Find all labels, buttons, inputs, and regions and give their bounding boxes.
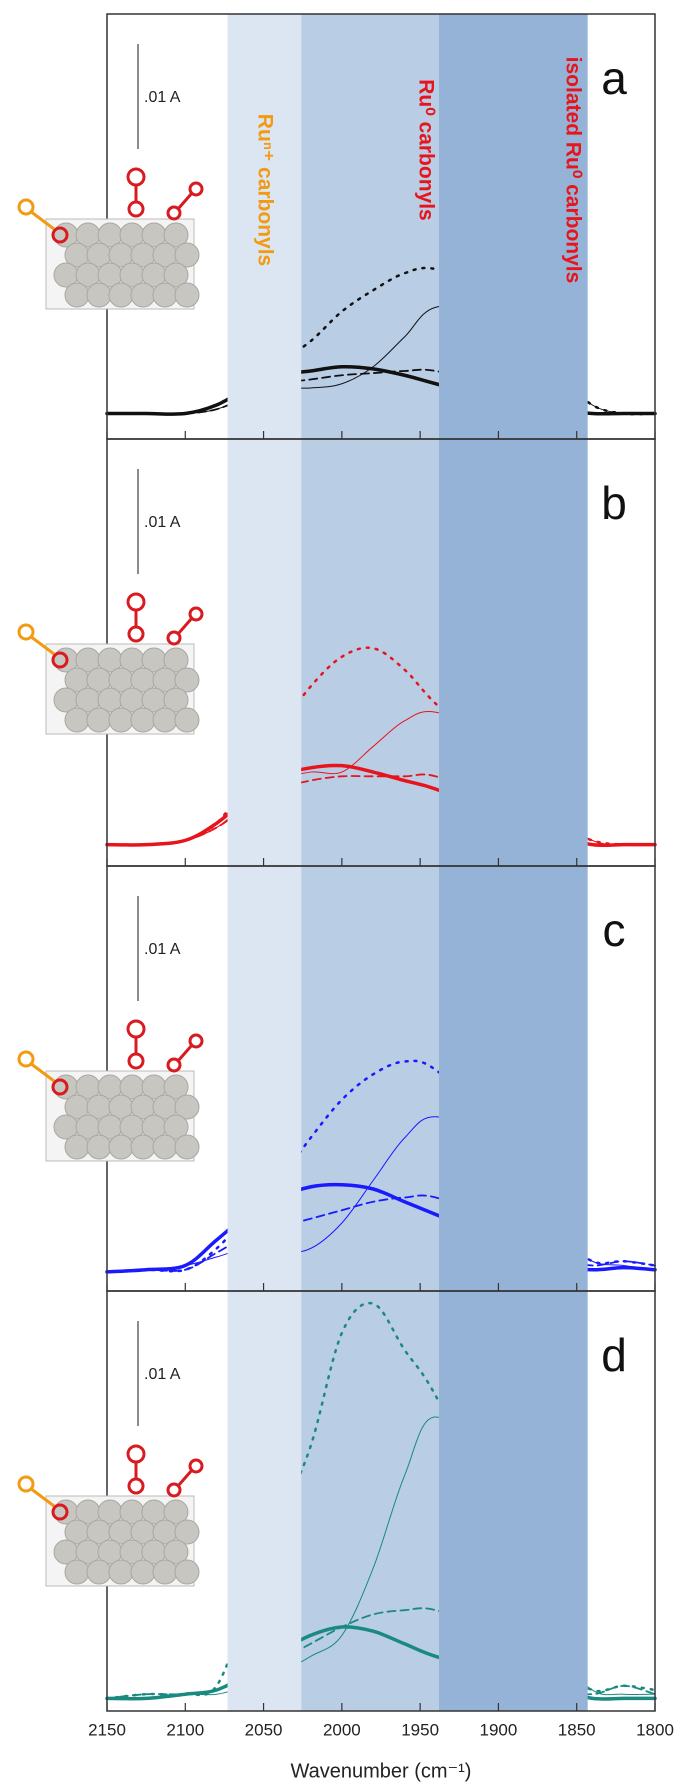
co-atom <box>51 1078 69 1096</box>
atom <box>108 1134 134 1160</box>
atom <box>64 1559 90 1585</box>
co-atom <box>126 592 146 612</box>
atom <box>108 282 134 308</box>
co-atom <box>17 1050 35 1068</box>
co-atom <box>17 623 35 641</box>
co-atom <box>127 200 145 218</box>
band <box>227 14 302 1711</box>
atom <box>174 1134 200 1160</box>
atom <box>152 1559 178 1585</box>
co-atom <box>126 167 146 187</box>
spectrum-line <box>105 1301 657 1700</box>
band-label: isolated Ru⁰ carbonyls <box>561 57 584 284</box>
atom <box>152 282 178 308</box>
scale-bar-label: .01 A <box>144 89 181 106</box>
atom <box>174 1094 200 1120</box>
x-tick-label: 2100 <box>166 1720 204 1739</box>
co-atom <box>51 1503 69 1521</box>
co-atom <box>127 625 145 643</box>
band-label: Ruⁿ⁺ carbonyls <box>253 114 276 266</box>
panel-label: d <box>601 1329 627 1381</box>
co-atom <box>166 630 182 646</box>
co-atom <box>51 651 69 669</box>
co-atom <box>166 1482 182 1498</box>
atom <box>108 707 134 733</box>
atom <box>163 647 189 673</box>
atom <box>130 1559 156 1585</box>
atom <box>64 282 90 308</box>
atom <box>163 1114 189 1140</box>
atom <box>152 1134 178 1160</box>
atom <box>86 1559 112 1585</box>
band-label: Ru⁰ carbonyls <box>414 79 437 220</box>
x-tick-label: 2150 <box>88 1720 126 1739</box>
co-atom <box>166 205 182 221</box>
particle-icon <box>17 1019 204 1162</box>
x-tick-label: 1950 <box>401 1720 439 1739</box>
co-atom <box>188 606 204 622</box>
x-tick-label: 2050 <box>245 1720 283 1739</box>
atom <box>86 282 112 308</box>
co-bond <box>29 1061 55 1083</box>
scale-bar-label: .01 A <box>144 941 181 958</box>
atom <box>86 1134 112 1160</box>
co-atom <box>127 1052 145 1070</box>
atom <box>174 1559 200 1585</box>
x-tick-label: 2000 <box>323 1720 361 1739</box>
panel-label: b <box>601 477 627 529</box>
atom <box>130 707 156 733</box>
co-bond <box>176 192 194 210</box>
atom <box>174 242 200 268</box>
x-axis-title: Wavenumber (cm⁻¹) <box>291 1760 472 1782</box>
co-bond <box>176 1469 194 1487</box>
atom <box>174 282 200 308</box>
atom <box>174 707 200 733</box>
atom <box>163 1539 189 1565</box>
particle-icon <box>17 1444 204 1587</box>
atom <box>130 282 156 308</box>
particle-icon <box>17 592 204 735</box>
co-atom <box>166 1057 182 1073</box>
atom <box>163 1499 189 1525</box>
scale-bar-label: .01 A <box>144 514 181 531</box>
atom <box>174 667 200 693</box>
co-atom <box>51 226 69 244</box>
co-bond <box>176 1044 194 1062</box>
co-atom <box>188 181 204 197</box>
atom <box>130 1134 156 1160</box>
panel-label: c <box>603 904 626 956</box>
co-bond <box>176 617 194 635</box>
spectrum-line <box>105 646 657 847</box>
atom <box>152 707 178 733</box>
atom <box>64 1134 90 1160</box>
co-bond <box>29 1486 55 1508</box>
atom <box>86 707 112 733</box>
scale-bar-label: .01 A <box>144 1366 181 1383</box>
atom <box>108 1559 134 1585</box>
co-atom <box>188 1033 204 1049</box>
co-atom <box>126 1019 146 1039</box>
x-tick-label: 1800 <box>636 1720 674 1739</box>
x-tick-label: 1850 <box>558 1720 596 1739</box>
co-atom <box>188 1458 204 1474</box>
atom <box>174 1519 200 1545</box>
co-atom <box>126 1444 146 1464</box>
atom <box>163 1074 189 1100</box>
co-atom <box>17 1475 35 1493</box>
atom <box>163 262 189 288</box>
co-bond <box>29 209 55 231</box>
co-atom <box>127 1477 145 1495</box>
panel-label: a <box>601 52 627 104</box>
x-tick-label: 1900 <box>480 1720 518 1739</box>
co-bond <box>29 634 55 656</box>
atom <box>163 687 189 713</box>
atom <box>163 222 189 248</box>
co-atom <box>17 198 35 216</box>
atom <box>64 707 90 733</box>
band <box>438 14 588 1711</box>
band <box>301 14 439 1711</box>
particle-icon <box>17 167 204 310</box>
